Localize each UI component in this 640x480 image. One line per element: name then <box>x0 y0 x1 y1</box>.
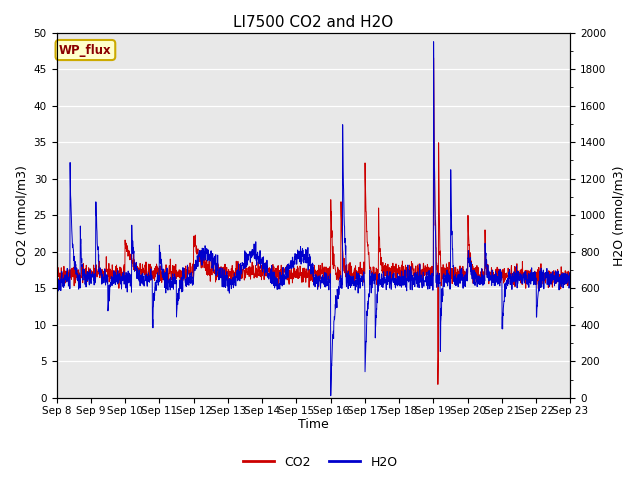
Legend: CO2, H2O: CO2, H2O <box>237 451 403 474</box>
CO2 <box>339 254 347 260</box>
H2O <box>566 273 574 279</box>
CO2 <box>328 228 336 233</box>
Line: CO2: CO2 <box>56 58 570 384</box>
H2O <box>328 353 336 359</box>
H2O <box>327 393 335 398</box>
H2O <box>536 268 543 274</box>
CO2 <box>429 55 437 61</box>
Line: H2O: H2O <box>56 42 570 396</box>
Y-axis label: CO2 (mmol/m3): CO2 (mmol/m3) <box>15 165 28 265</box>
X-axis label: Time: Time <box>298 419 329 432</box>
Title: LI7500 CO2 and H2O: LI7500 CO2 and H2O <box>234 15 394 30</box>
Y-axis label: H2O (mmol/m3): H2O (mmol/m3) <box>612 165 625 265</box>
CO2 <box>536 269 543 275</box>
CO2 <box>196 251 204 257</box>
H2O <box>522 276 529 282</box>
CO2 <box>522 270 529 276</box>
H2O <box>196 252 204 258</box>
CO2 <box>463 276 471 282</box>
H2O <box>52 294 60 300</box>
CO2 <box>434 382 442 387</box>
CO2 <box>52 269 60 275</box>
CO2 <box>566 273 574 279</box>
Text: WP_flux: WP_flux <box>59 44 112 57</box>
H2O <box>340 181 348 187</box>
H2O <box>429 39 437 45</box>
H2O <box>463 276 471 281</box>
